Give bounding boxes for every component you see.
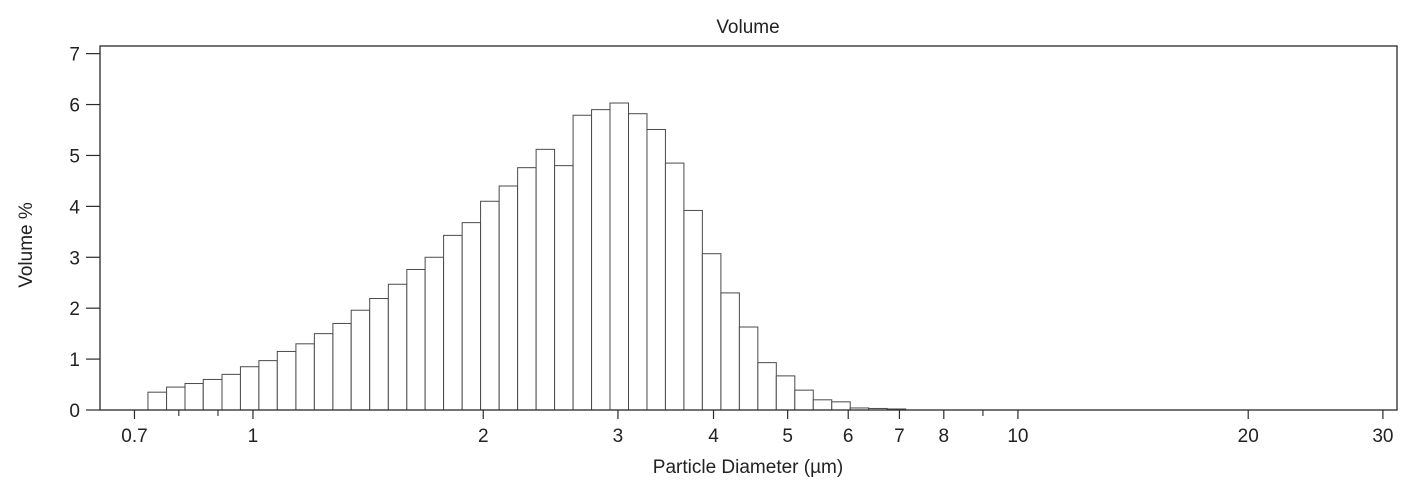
plot-frame [99,45,1398,411]
histogram-bar [701,253,722,411]
y-axis-tick-label: 0 [69,401,80,422]
y-axis-tick-label: 3 [69,248,80,269]
histogram-bar [628,113,648,411]
histogram-bar [664,162,685,411]
histogram-bar [295,343,315,411]
histogram-bar [535,148,556,411]
histogram-bars [147,102,907,411]
histogram-bar [517,167,537,411]
histogram-bar [794,389,814,411]
histogram-bar [369,298,389,411]
histogram-bar [757,362,777,411]
histogram-bar [609,102,630,411]
x-axis: 0.7 1 2 3 4 5 6 7 8 10 20 30 [121,410,1393,447]
histogram-bar [332,322,352,411]
histogram-bar [147,391,168,411]
chart-title: Volume [716,17,779,38]
x-axis-tick-label: 4 [708,426,719,447]
histogram-bar [646,128,666,411]
histogram-bar [166,386,186,411]
x-axis-tick-label: 5 [782,426,793,447]
x-axis-tick-label: 20 [1238,426,1259,447]
histogram-bar [831,401,851,411]
histogram-bar [554,165,574,411]
histogram-bar [202,378,223,411]
histogram-bar [812,399,833,411]
histogram-bar [221,373,241,411]
histogram-bar [775,375,796,411]
histogram-bar [498,185,519,411]
x-axis-tick-label: 2 [478,426,489,447]
histogram-bar [424,256,445,411]
histogram-bar [406,268,426,411]
y-axis: 0 1 2 3 4 5 6 7 [69,45,100,422]
y-axis-tick-label: 1 [69,350,80,371]
x-axis-tick-label: 1 [248,426,259,447]
y-axis-tick-label: 6 [69,96,80,117]
histogram-bar [720,292,740,411]
histogram-bar [572,114,593,411]
x-axis-label: Particle Diameter (µm) [653,457,843,478]
histogram-bar [313,333,334,411]
histogram-bar [443,234,463,411]
histogram-bar [239,366,260,411]
x-axis-tick-label: 0.7 [121,426,147,447]
histogram-bar [276,350,297,411]
x-axis-tick-label: 8 [939,426,950,447]
histogram-bar [350,309,371,411]
y-axis-tick-label: 7 [69,45,80,66]
x-axis-tick-label: 10 [1007,426,1028,447]
histogram-bar [461,222,482,411]
y-axis-tick-label: 4 [69,197,80,218]
histogram-bar [591,109,611,411]
x-axis-tick-label: 6 [843,426,854,447]
histogram-bar [387,283,408,411]
histogram-bar [683,209,703,411]
histogram-bar [184,383,204,411]
histogram-bar [738,326,759,411]
histogram-bar [480,200,500,411]
y-axis-tick-label: 5 [69,146,80,167]
x-axis-tick-label: 3 [613,426,624,447]
x-axis-tick-label: 7 [894,426,905,447]
y-axis-label: Volume % [16,202,37,288]
histogram-bar [258,360,278,411]
y-axis-tick-label: 2 [69,299,80,320]
x-axis-tick-label: 30 [1372,426,1393,447]
